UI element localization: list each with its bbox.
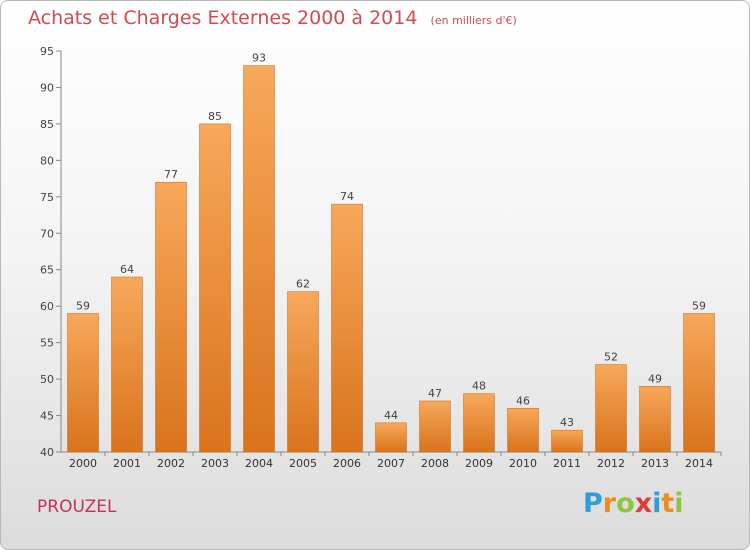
- data-label: 48: [472, 380, 486, 393]
- data-label: 47: [428, 387, 442, 400]
- data-label: 85: [208, 110, 222, 123]
- chart-bars: [67, 65, 715, 453]
- x-tick-label: 2007: [377, 457, 405, 470]
- y-tick-label: 90: [40, 81, 54, 94]
- x-tick-label: 2012: [597, 457, 625, 470]
- y-tick-label: 70: [40, 227, 54, 240]
- x-tick-label: 2006: [333, 457, 361, 470]
- x-tick-label: 2010: [509, 457, 537, 470]
- data-label: 43: [560, 416, 574, 429]
- logo-letter: t: [661, 488, 675, 519]
- y-tick-label: 40: [40, 446, 54, 459]
- logo-letter: i: [652, 488, 662, 519]
- data-label: 62: [296, 278, 310, 291]
- x-tick-label: 2004: [245, 457, 273, 470]
- bar-2004: [243, 65, 275, 453]
- bar-2001: [111, 276, 143, 453]
- data-label: 46: [516, 394, 530, 407]
- chart-subtitle: (en milliers d'€): [430, 14, 517, 27]
- data-label: 52: [604, 351, 618, 364]
- proxiti-logo: Proxiti: [583, 488, 684, 519]
- commune-name: PROUZEL: [37, 497, 117, 517]
- x-tick-label: 2009: [465, 457, 493, 470]
- logo-letter: x: [634, 488, 653, 519]
- x-tick-label: 2008: [421, 457, 449, 470]
- bar-2011: [551, 429, 583, 453]
- data-label: 49: [648, 372, 662, 385]
- bar-2002: [155, 181, 187, 453]
- chart-title: Achats et Charges Externes 2000 à 2014: [28, 7, 418, 29]
- bar-2005: [287, 291, 319, 453]
- bar-2009: [463, 393, 495, 453]
- x-tick-label: 2000: [69, 457, 97, 470]
- logo-letter: i: [674, 488, 684, 519]
- x-tick-label: 2002: [157, 457, 185, 470]
- x-tick-label: 2013: [641, 457, 669, 470]
- data-label: 44: [384, 409, 398, 422]
- bar-2007: [375, 422, 407, 453]
- logo-letter: P: [583, 488, 603, 519]
- y-tick-label: 85: [40, 118, 54, 131]
- y-tick-label: 50: [40, 373, 54, 386]
- x-tick-label: 2003: [201, 457, 229, 470]
- y-tick-label: 65: [40, 264, 54, 277]
- y-tick-label: 75: [40, 191, 54, 204]
- data-label: 64: [120, 263, 134, 276]
- y-tick-label: 60: [40, 300, 54, 313]
- data-label: 59: [692, 299, 706, 312]
- bar-2014: [683, 313, 715, 453]
- x-tick-label: 2001: [113, 457, 141, 470]
- bar-2006: [331, 203, 363, 453]
- logo-letter: o: [616, 488, 635, 519]
- y-tick-label: 95: [40, 45, 54, 58]
- x-tick-label: 2005: [289, 457, 317, 470]
- y-tick-label: 55: [40, 337, 54, 350]
- y-tick-label: 80: [40, 154, 54, 167]
- bar-2013: [639, 386, 671, 453]
- data-label: 59: [76, 299, 90, 312]
- bar-2003: [199, 123, 231, 453]
- bar-2000: [67, 313, 99, 453]
- x-tick-label: 2011: [553, 457, 581, 470]
- y-tick-label: 45: [40, 410, 54, 423]
- bar-2010: [507, 408, 539, 453]
- data-label: 74: [340, 190, 354, 203]
- bar-2012: [595, 364, 627, 453]
- title-row: Achats et Charges Externes 2000 à 2014 (…: [28, 7, 517, 29]
- logo-letter: r: [602, 488, 617, 519]
- x-tick-label: 2014: [685, 457, 713, 470]
- bar-2008: [419, 400, 451, 453]
- chart-data-labels: 59 64 77 85 93 62 74 44 47 48 46 43 52 49 59: [76, 52, 706, 430]
- data-label: 93: [252, 52, 266, 65]
- data-label: 77: [164, 168, 178, 181]
